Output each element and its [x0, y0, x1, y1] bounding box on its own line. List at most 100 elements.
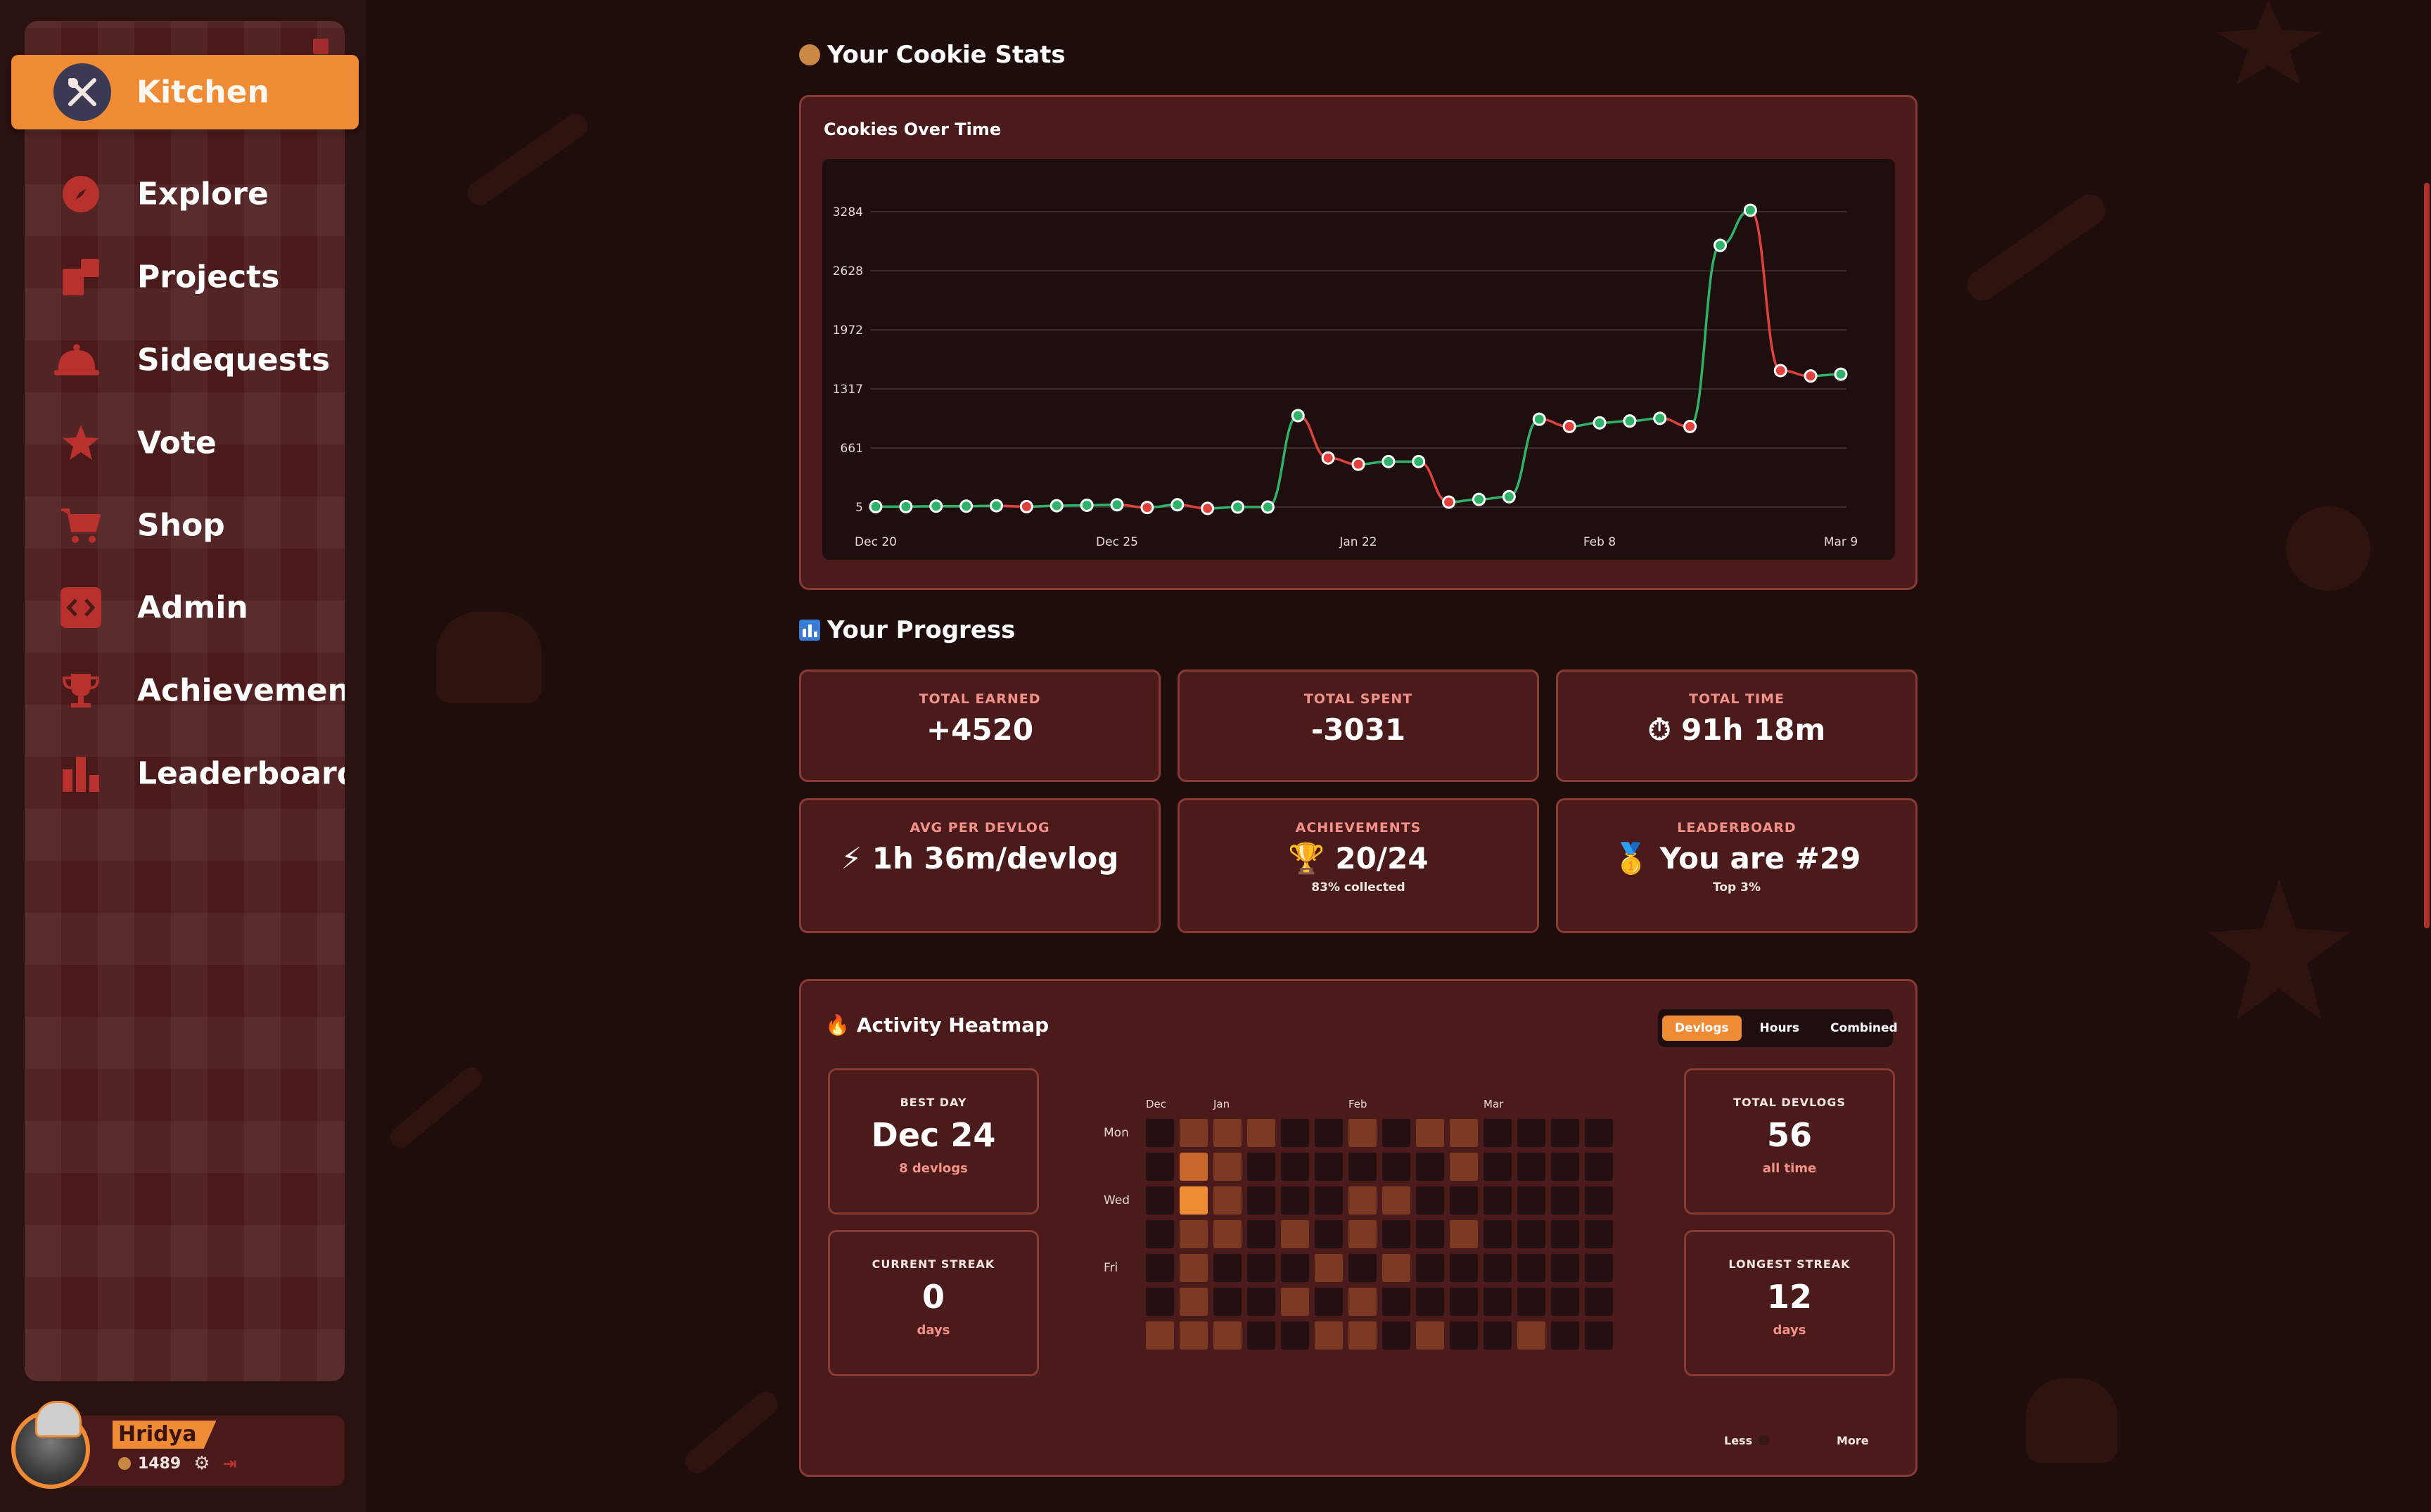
heatmap-cell[interactable]	[1551, 1153, 1579, 1181]
heatmap-cell[interactable]	[1146, 1321, 1174, 1350]
heatmap-cell[interactable]	[1585, 1321, 1613, 1350]
heatmap-cell[interactable]	[1450, 1321, 1478, 1350]
toggle-hours[interactable]: Hours	[1759, 1021, 1800, 1035]
toggle-combined[interactable]: Combined	[1830, 1021, 1898, 1035]
heatmap-cell[interactable]	[1180, 1254, 1208, 1282]
heatmap-cell[interactable]	[1484, 1220, 1512, 1248]
sidebar-item-kitchen[interactable]: Kitchen	[11, 55, 359, 129]
sidebar-item-sidequests[interactable]: Sidequests	[25, 323, 345, 397]
settings-icon[interactable]: ⚙	[193, 1453, 210, 1474]
heatmap-cell[interactable]	[1450, 1153, 1478, 1181]
heatmap-cell[interactable]	[1484, 1288, 1512, 1316]
heatmap-cell[interactable]	[1180, 1119, 1208, 1147]
heatmap-cell[interactable]	[1416, 1153, 1444, 1181]
heatmap-cell[interactable]	[1382, 1321, 1410, 1350]
heatmap-cell[interactable]	[1247, 1254, 1275, 1282]
sidebar-item-achievements[interactable]: Achievements	[25, 653, 345, 727]
heatmap-cell[interactable]	[1517, 1220, 1545, 1248]
heatmap-cell[interactable]	[1585, 1186, 1613, 1215]
heatmap-cell[interactable]	[1146, 1254, 1174, 1282]
heatmap-cell[interactable]	[1180, 1321, 1208, 1350]
heatmap-cell[interactable]	[1517, 1119, 1545, 1147]
heatmap-cell[interactable]	[1146, 1220, 1174, 1248]
heatmap-cell[interactable]	[1416, 1186, 1444, 1215]
heatmap-cell[interactable]	[1450, 1186, 1478, 1215]
heatmap-cell[interactable]	[1146, 1186, 1174, 1215]
heatmap-cell[interactable]	[1450, 1220, 1478, 1248]
heatmap-cell[interactable]	[1348, 1186, 1377, 1215]
heatmap-cell[interactable]	[1281, 1254, 1309, 1282]
heatmap-cell[interactable]	[1315, 1153, 1343, 1181]
heatmap-cell[interactable]	[1551, 1119, 1579, 1147]
heatmap-cell[interactable]	[1484, 1186, 1512, 1215]
heatmap-cell[interactable]	[1382, 1153, 1410, 1181]
heatmap-cell[interactable]	[1180, 1153, 1208, 1181]
heatmap-cell[interactable]	[1315, 1288, 1343, 1316]
heatmap-cell[interactable]	[1247, 1288, 1275, 1316]
heatmap-cell[interactable]	[1450, 1119, 1478, 1147]
sidebar-item-leaderboard[interactable]: Leaderboard	[25, 736, 345, 810]
heatmap-cell[interactable]	[1146, 1153, 1174, 1181]
sidebar-item-explore[interactable]: Explore	[25, 157, 345, 231]
heatmap-cell[interactable]	[1146, 1119, 1174, 1147]
heatmap-cell[interactable]	[1551, 1321, 1579, 1350]
heatmap-cell[interactable]	[1146, 1288, 1174, 1316]
heatmap-cell[interactable]	[1247, 1321, 1275, 1350]
heatmap-cell[interactable]	[1585, 1119, 1613, 1147]
heatmap-cell[interactable]	[1315, 1321, 1343, 1350]
heatmap-cell[interactable]	[1213, 1288, 1242, 1316]
heatmap-cell[interactable]	[1416, 1254, 1444, 1282]
heatmap-cell[interactable]	[1585, 1288, 1613, 1316]
heatmap-cell[interactable]	[1551, 1186, 1579, 1215]
heatmap-cell[interactable]	[1348, 1119, 1377, 1147]
heatmap-cell[interactable]	[1180, 1220, 1208, 1248]
heatmap-cell[interactable]	[1348, 1153, 1377, 1181]
heatmap-cell[interactable]	[1281, 1186, 1309, 1215]
heatmap-cell[interactable]	[1180, 1186, 1208, 1215]
sidebar-item-vote[interactable]: Vote	[25, 406, 345, 480]
heatmap-cell[interactable]	[1247, 1186, 1275, 1215]
heatmap-cell[interactable]	[1416, 1288, 1444, 1316]
heatmap-cell[interactable]	[1281, 1288, 1309, 1316]
toggle-devlogs[interactable]: Devlogs	[1662, 1016, 1742, 1041]
heatmap-cell[interactable]	[1517, 1321, 1545, 1350]
stat-card-leaderboard[interactable]: LEADERBOARD 🥇 You are #29 Top 3%	[1556, 798, 1918, 933]
heatmap-cell[interactable]	[1247, 1220, 1275, 1248]
heatmap-cell[interactable]	[1382, 1186, 1410, 1215]
heatmap-cell[interactable]	[1416, 1321, 1444, 1350]
heatmap-cell[interactable]	[1315, 1186, 1343, 1215]
heatmap-cell[interactable]	[1551, 1220, 1579, 1248]
heatmap-cell[interactable]	[1213, 1321, 1242, 1350]
heatmap-cell[interactable]	[1315, 1220, 1343, 1248]
heatmap-cell[interactable]	[1585, 1254, 1613, 1282]
heatmap-cell[interactable]	[1585, 1220, 1613, 1248]
sidebar-item-projects[interactable]: Projects	[25, 240, 345, 314]
heatmap-cell[interactable]	[1348, 1321, 1377, 1350]
sidebar-item-shop[interactable]: Shop	[25, 488, 345, 562]
heatmap-cell[interactable]	[1213, 1254, 1242, 1282]
heatmap-cell[interactable]	[1382, 1254, 1410, 1282]
sidebar-item-admin[interactable]: Admin	[25, 570, 345, 644]
heatmap-cell[interactable]	[1416, 1119, 1444, 1147]
heatmap-cell[interactable]	[1517, 1153, 1545, 1181]
heatmap-cell[interactable]	[1484, 1153, 1512, 1181]
heatmap-cell[interactable]	[1382, 1288, 1410, 1316]
heatmap-cell[interactable]	[1484, 1254, 1512, 1282]
heatmap-cell[interactable]	[1450, 1288, 1478, 1316]
heatmap-cell[interactable]	[1213, 1153, 1242, 1181]
heatmap-cell[interactable]	[1180, 1288, 1208, 1316]
heatmap-cell[interactable]	[1281, 1119, 1309, 1147]
heatmap-cell[interactable]	[1484, 1321, 1512, 1350]
heatmap-cell[interactable]	[1281, 1153, 1309, 1181]
logout-icon[interactable]: ⇥	[222, 1454, 237, 1473]
heatmap-cell[interactable]	[1517, 1254, 1545, 1282]
heatmap-cell[interactable]	[1348, 1220, 1377, 1248]
heatmap-cell[interactable]	[1450, 1254, 1478, 1282]
heatmap-cell[interactable]	[1348, 1254, 1377, 1282]
heatmap-cell[interactable]	[1213, 1186, 1242, 1215]
heatmap-cell[interactable]	[1416, 1220, 1444, 1248]
heatmap-cell[interactable]	[1213, 1220, 1242, 1248]
heatmap-cell[interactable]	[1551, 1254, 1579, 1282]
heatmap-cell[interactable]	[1484, 1119, 1512, 1147]
page-scrollbar[interactable]	[2424, 183, 2430, 928]
